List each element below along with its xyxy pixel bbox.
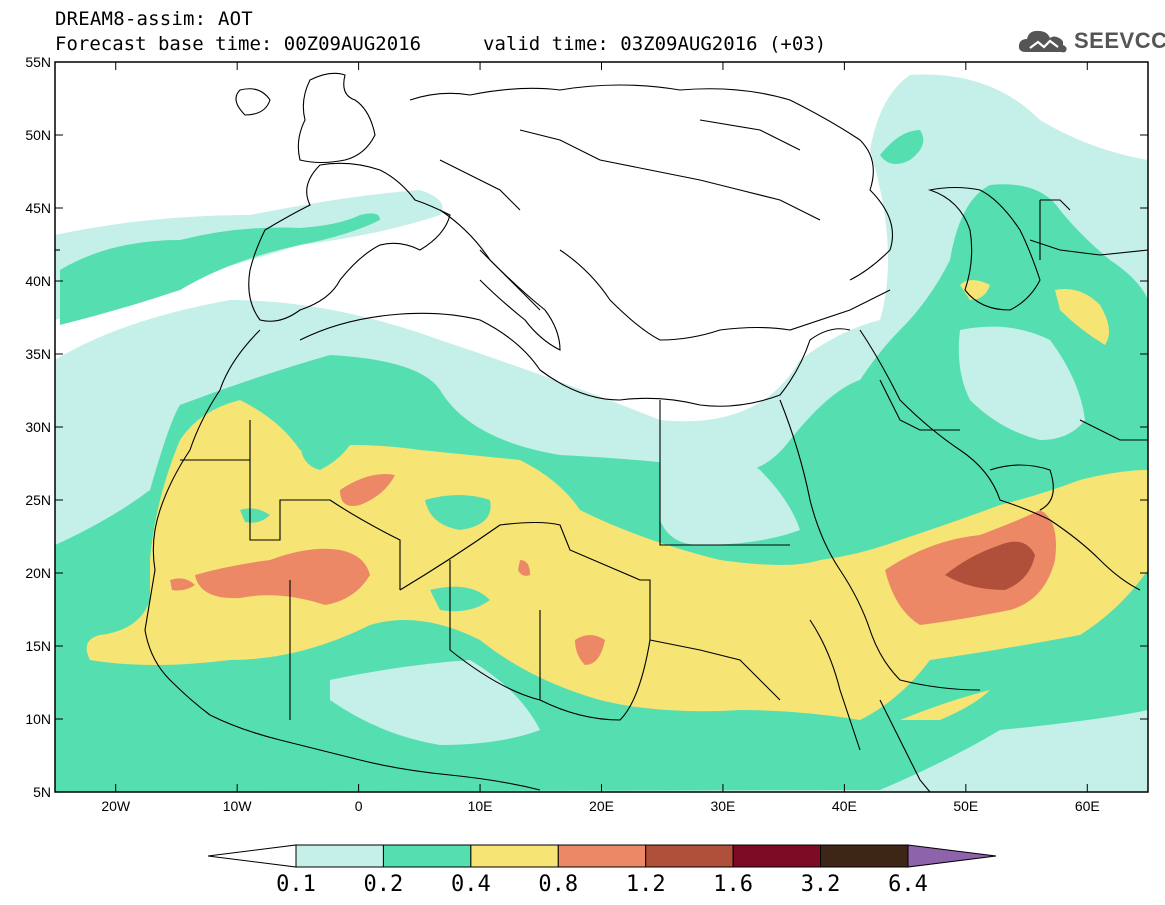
x-tick-label: 30E bbox=[710, 798, 735, 814]
y-tick-label: 40N bbox=[25, 273, 51, 289]
colorbar-label: 1.2 bbox=[626, 872, 666, 897]
y-tick-label: 30N bbox=[25, 419, 51, 435]
y-tick-label: 35N bbox=[25, 346, 51, 362]
y-tick-label: 10N bbox=[25, 711, 51, 727]
x-tick-label: 10E bbox=[468, 798, 493, 814]
colorbar-max-arrow bbox=[907, 844, 997, 868]
colorbar-label: 1.6 bbox=[713, 872, 753, 897]
colorbar-segment bbox=[295, 844, 384, 868]
colorbar-label: 0.4 bbox=[451, 872, 491, 897]
seevccc-logo: SEEVCCC bbox=[1018, 26, 1165, 56]
x-tick-label: 20W bbox=[101, 798, 131, 814]
colorbar-label: 0.2 bbox=[364, 872, 404, 897]
colorbar-segment bbox=[645, 844, 734, 868]
y-tick-label: 5N bbox=[33, 784, 51, 800]
longitude-axis: 20W 10W 0 10E 20E 30E 40E 50E 60E bbox=[101, 62, 1100, 814]
aot-level-0.1-inner bbox=[330, 326, 1085, 745]
x-tick-label: 0 bbox=[355, 798, 363, 814]
x-tick-label: 10W bbox=[223, 798, 253, 814]
colorbar-label: 6.4 bbox=[888, 872, 928, 897]
colorbar-label: 3.2 bbox=[801, 872, 841, 897]
x-tick-label: 50E bbox=[953, 798, 978, 814]
colorbar: 0.1 0.2 0.4 0.8 1.2 1.6 3.2 6.4 bbox=[207, 844, 997, 897]
colorbar-label: 0.1 bbox=[276, 872, 316, 897]
coastlines-borders bbox=[55, 72, 1148, 792]
aot-level-0.4 bbox=[86, 280, 1148, 720]
map-title: DREAM8-assim: AOT bbox=[55, 8, 253, 30]
aot-contour-fields bbox=[55, 62, 1148, 792]
x-tick-label: 60E bbox=[1075, 798, 1100, 814]
x-tick-label: 20E bbox=[589, 798, 614, 814]
x-tick-label: 40E bbox=[832, 798, 857, 814]
colorbar-segment bbox=[470, 844, 559, 868]
y-tick-label: 15N bbox=[25, 638, 51, 654]
cloud-logo-icon bbox=[1018, 30, 1067, 53]
forecast-valid-time: valid time: 03Z09AUG2016 (+03) bbox=[483, 33, 827, 55]
colorbar-segment bbox=[382, 844, 472, 868]
y-tick-label: 20N bbox=[25, 565, 51, 581]
y-tick-label: 50N bbox=[25, 127, 51, 143]
latitude-axis: 55N 50N 45N 40N 35N 30N 25N 20N 15N 10N 5N bbox=[25, 54, 1148, 800]
colorbar-segment bbox=[557, 844, 647, 868]
aot-level-0.2-inner bbox=[240, 424, 491, 612]
colorbar-segment bbox=[820, 844, 909, 868]
aot-level-1.2 bbox=[945, 541, 1035, 590]
y-tick-label: 55N bbox=[25, 54, 51, 70]
logo-text: SEEVCCC bbox=[1074, 28, 1165, 53]
colorbar-segment bbox=[732, 844, 822, 868]
colorbar-label: 0.8 bbox=[538, 872, 578, 897]
y-tick-label: 45N bbox=[25, 200, 51, 216]
y-tick-label: 25N bbox=[25, 492, 51, 508]
colorbar-min-arrow bbox=[207, 844, 297, 868]
forecast-base-time: Forecast base time: 00Z09AUG2016 bbox=[55, 33, 422, 55]
